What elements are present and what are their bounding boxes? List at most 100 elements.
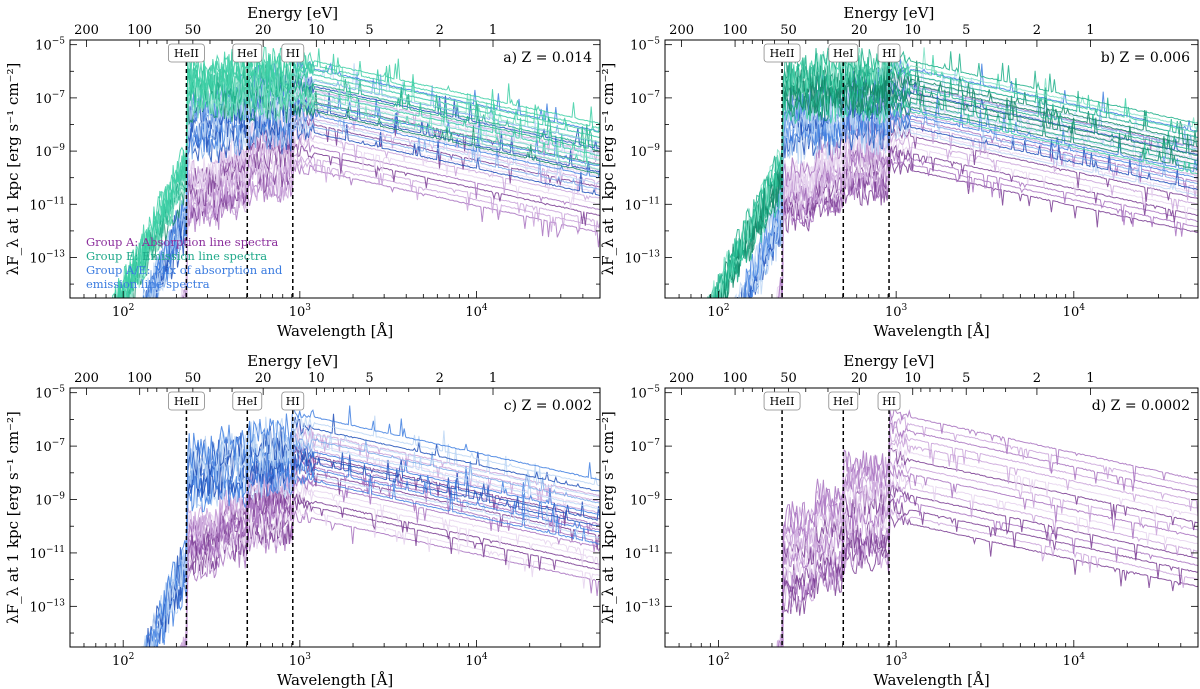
- top-axis-title: Energy [eV]: [843, 4, 934, 22]
- spectrum-line-a: [180, 432, 600, 647]
- edge-label: HI: [882, 47, 896, 60]
- y-tick-label: 10−13: [624, 249, 660, 266]
- top-tick-label: 50: [185, 23, 202, 38]
- y-tick-label: 10−7: [35, 90, 65, 107]
- spectrum-line-e: [711, 47, 1198, 298]
- x-tick-label: 103: [885, 303, 908, 320]
- edge-label-box: [828, 43, 859, 63]
- top-tick-label: 1: [1086, 23, 1094, 38]
- y-axis-title: λF_λ at 1 kpc [erg s⁻¹ cm⁻²]: [4, 411, 22, 624]
- edge-label: HI: [882, 395, 896, 408]
- spectra-series: [776, 406, 1198, 647]
- spectrum-line-a: [182, 92, 600, 298]
- spectrum-line-ae: [143, 428, 600, 647]
- top-tick-label: 100: [723, 23, 748, 38]
- y-tick-label: 10−5: [35, 385, 65, 402]
- x-tick-label: 104: [465, 652, 488, 669]
- edge-label-box: [281, 391, 305, 411]
- spectrum-line-ae: [148, 113, 600, 298]
- spectrum-line-a: [782, 498, 1198, 647]
- spectrum-line-ae: [149, 102, 600, 298]
- spectrum-line-a: [777, 406, 1198, 647]
- spectrum-line-a: [781, 465, 1198, 647]
- spectrum-line-e: [121, 86, 600, 298]
- spectrum-line-ae: [141, 422, 600, 647]
- edge-label-box: [877, 43, 901, 63]
- edge-label: HeI: [833, 47, 853, 60]
- spectrum-line-a: [776, 87, 1198, 298]
- top-tick-label: 10: [904, 371, 921, 386]
- y-axis-title: λF_λ at 1 kpc [erg s⁻¹ cm⁻²]: [599, 63, 617, 276]
- spectrum-line-e: [708, 44, 1198, 298]
- top-tick-label: 50: [780, 23, 797, 38]
- top-tick-label: 2: [1033, 371, 1041, 386]
- spectrum-line-a: [183, 469, 600, 647]
- spectrum-line-a: [185, 463, 600, 647]
- y-tick-label: 10−7: [630, 438, 660, 455]
- x-tick-label: 102: [707, 652, 729, 669]
- y-tick-label: 10−13: [624, 598, 660, 615]
- plot-frame: [664, 387, 1199, 648]
- spectrum-line-ae: [735, 67, 1198, 298]
- spectrum-line-ae: [152, 443, 600, 647]
- spectrum-line-e: [119, 74, 600, 298]
- spectrum-line-e: [112, 46, 600, 298]
- top-tick-label: 1: [489, 371, 497, 386]
- spectrum-line-a: [185, 152, 600, 298]
- spectrum-line-e: [707, 66, 1198, 298]
- spectrum-line-a: [776, 83, 1198, 298]
- spectrum-line-e: [114, 58, 600, 298]
- top-tick-label: 200: [669, 371, 694, 386]
- x-axis-title: Wavelength [Å]: [873, 671, 989, 689]
- spectrum-line-ae: [146, 413, 600, 647]
- top-axis-title: Energy [eV]: [247, 352, 338, 370]
- spectrum-line-e: [117, 71, 600, 298]
- top-tick-label: 5: [962, 371, 970, 386]
- spectrum-line-ae: [742, 95, 1198, 298]
- spectrum-line-a: [182, 101, 600, 298]
- x-axis-title: Wavelength [Å]: [873, 322, 989, 340]
- spectra-series: [707, 44, 1198, 298]
- spectrum-line-a: [779, 430, 1198, 647]
- top-tick-label: 10: [308, 371, 325, 386]
- spectrum-line-a: [779, 119, 1198, 298]
- spectrum-line-a: [185, 127, 600, 298]
- y-tick-label: 10−9: [630, 143, 660, 160]
- spectrum-line-a: [781, 441, 1198, 647]
- y-tick-label: 10−11: [29, 196, 65, 213]
- top-tick-label: 100: [127, 371, 152, 386]
- spectrum-line-a: [184, 116, 600, 298]
- spectrum-line-e: [711, 63, 1198, 298]
- top-tick-label: 2: [436, 371, 444, 386]
- spectrum-line-ae: [145, 431, 600, 647]
- legend-entry: Group A: Absorption line spectra: [86, 235, 278, 249]
- top-tick-label: 5: [365, 23, 373, 38]
- spectrum-line-a: [776, 414, 1198, 647]
- spectrum-line-a: [186, 160, 600, 298]
- y-tick-label: 10−13: [29, 598, 65, 615]
- top-tick-label: 100: [723, 371, 748, 386]
- edge-label: HeII: [770, 395, 795, 408]
- spectrum-line-a: [185, 495, 600, 647]
- top-tick-label: 20: [851, 371, 868, 386]
- panel-label: b) Z = 0.006: [1101, 50, 1190, 66]
- spectrum-line-a: [184, 474, 600, 647]
- spectrum-line-a: [182, 458, 600, 647]
- spectrum-line-a: [777, 74, 1198, 298]
- panel-c: 102 103 104 200 100 50 20 10 5 2 1 Energy [eV] 10−5 1…: [4, 352, 601, 689]
- y-tick-label: 10−5: [630, 37, 660, 54]
- spectrum-line-a: [781, 102, 1198, 298]
- legend-entry: Group A/E: Mix of absorption and emission…: [86, 263, 283, 291]
- spectrum-line-a: [185, 486, 600, 647]
- spectrum-line-a: [782, 514, 1198, 647]
- spectrum-line-a: [186, 143, 600, 298]
- spectrum-line-e: [710, 51, 1198, 298]
- spectrum-line-a: [782, 484, 1198, 647]
- spectrum-line-e: [112, 54, 600, 298]
- panel-a: 102 103 104 200 100 50 20 10 5 2 1 Energy [eV] 10−5 1…: [4, 4, 601, 340]
- plot-frame: [664, 39, 1199, 299]
- top-tick-label: 50: [185, 371, 202, 386]
- y-tick-label: 10−7: [35, 438, 65, 455]
- edge-label-box: [232, 43, 263, 63]
- spectrum-line-a: [185, 110, 600, 298]
